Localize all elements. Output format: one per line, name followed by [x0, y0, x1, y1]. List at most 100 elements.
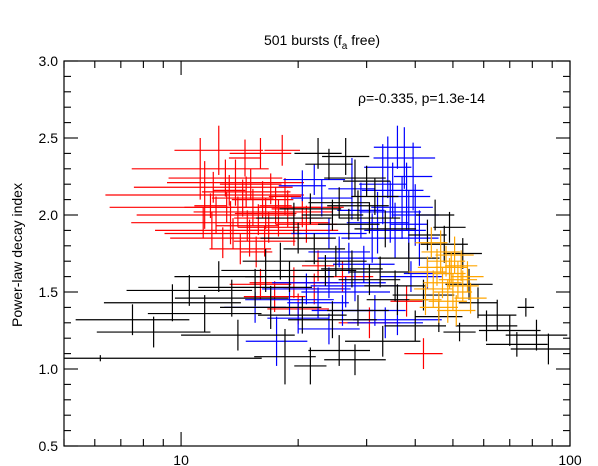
chart-title-subscript: a: [342, 41, 348, 52]
y-axis-label: Power-law decay index: [9, 183, 25, 327]
data-point: [364, 202, 426, 259]
data-point: [308, 335, 370, 366]
data-point: [400, 210, 439, 266]
data-point: [268, 178, 302, 215]
data-point: [64, 355, 262, 362]
data-point: [454, 282, 487, 314]
data-point: [373, 127, 436, 189]
data-point: [136, 196, 296, 234]
data-point: [305, 148, 353, 180]
x-tick-label: 100: [558, 452, 582, 466]
data-point: [517, 298, 535, 317]
data-point: [392, 279, 455, 311]
axis-layer: [63, 60, 571, 447]
data-point: [364, 136, 412, 199]
data-point: [435, 251, 468, 283]
data-point: [126, 275, 253, 306]
data-point: [324, 159, 386, 197]
plot-frame: [63, 60, 571, 447]
data-point: [231, 181, 294, 219]
data-point: [318, 208, 380, 240]
data-point: [415, 199, 455, 231]
data-point: [174, 125, 264, 175]
data-point: [181, 319, 295, 351]
data-point: [105, 161, 304, 229]
data-point: [283, 233, 346, 265]
data-point: [443, 322, 476, 342]
data-point: [421, 230, 460, 274]
data-point: [254, 328, 316, 385]
data-point: [321, 250, 383, 288]
data-point: [96, 316, 211, 348]
data-point: [420, 225, 468, 263]
data-point: [390, 285, 423, 317]
chart-title: 501 bursts (fa free): [264, 32, 380, 52]
data-point: [294, 347, 327, 385]
data-point: [361, 162, 424, 219]
x-tick-label: 10: [173, 452, 189, 466]
data-point: [305, 245, 367, 277]
data-point: [423, 267, 462, 299]
data-point: [174, 279, 289, 317]
data-point: [291, 218, 367, 249]
data-point: [271, 196, 334, 228]
data-point: [131, 201, 330, 245]
data-point: [338, 264, 401, 296]
data-point: [234, 198, 297, 229]
data-point: [220, 285, 322, 329]
data-layer: [64, 125, 570, 385]
data-point: [213, 174, 246, 206]
data-point: [103, 284, 241, 322]
data-point: [393, 142, 433, 211]
data-point: [409, 284, 442, 316]
data-point: [166, 159, 304, 206]
data-point: [333, 245, 395, 283]
data-point: [486, 332, 548, 357]
data-point: [322, 138, 370, 175]
data-point: [343, 165, 391, 197]
series-1: [224, 125, 452, 366]
y-tick-label: 0.5: [39, 438, 59, 454]
data-point: [147, 295, 262, 333]
data-point: [446, 270, 479, 302]
data-point: [377, 242, 440, 274]
data-point: [384, 310, 447, 342]
data-point: [288, 301, 377, 339]
series-2: [64, 138, 570, 385]
chart-title-tail: free): [347, 32, 380, 48]
data-point: [298, 313, 360, 345]
data-point: [437, 295, 476, 326]
data-point: [264, 134, 301, 166]
data-point: [451, 261, 484, 292]
data-point: [455, 310, 518, 342]
y-tick-label: 3.0: [39, 53, 59, 69]
data-point: [341, 213, 403, 263]
data-point: [433, 258, 466, 289]
y-tick-label: 2.0: [39, 207, 59, 223]
data-point: [164, 218, 302, 249]
data-point: [259, 187, 292, 225]
data-point: [346, 191, 409, 254]
data-point: [279, 193, 342, 225]
data-point: [229, 138, 292, 169]
data-point: [194, 193, 227, 219]
data-point: [419, 292, 458, 323]
data-point: [478, 315, 541, 346]
data-point: [168, 159, 283, 197]
data-point: [443, 238, 482, 269]
data-point: [380, 261, 442, 292]
data-point: [347, 307, 423, 339]
data-point: [371, 176, 433, 239]
data-point: [308, 187, 370, 219]
data-point: [364, 270, 426, 302]
data-point: [373, 125, 422, 169]
data-point: [327, 190, 389, 222]
data-point: [216, 210, 279, 242]
data-point: [209, 233, 272, 265]
correlation-annotation: ρ=-0.335, p=1.3e-14: [358, 90, 485, 106]
y-tick-label: 2.5: [39, 130, 59, 146]
data-point: [428, 279, 467, 323]
data-point: [256, 202, 332, 234]
data-point: [458, 287, 498, 319]
